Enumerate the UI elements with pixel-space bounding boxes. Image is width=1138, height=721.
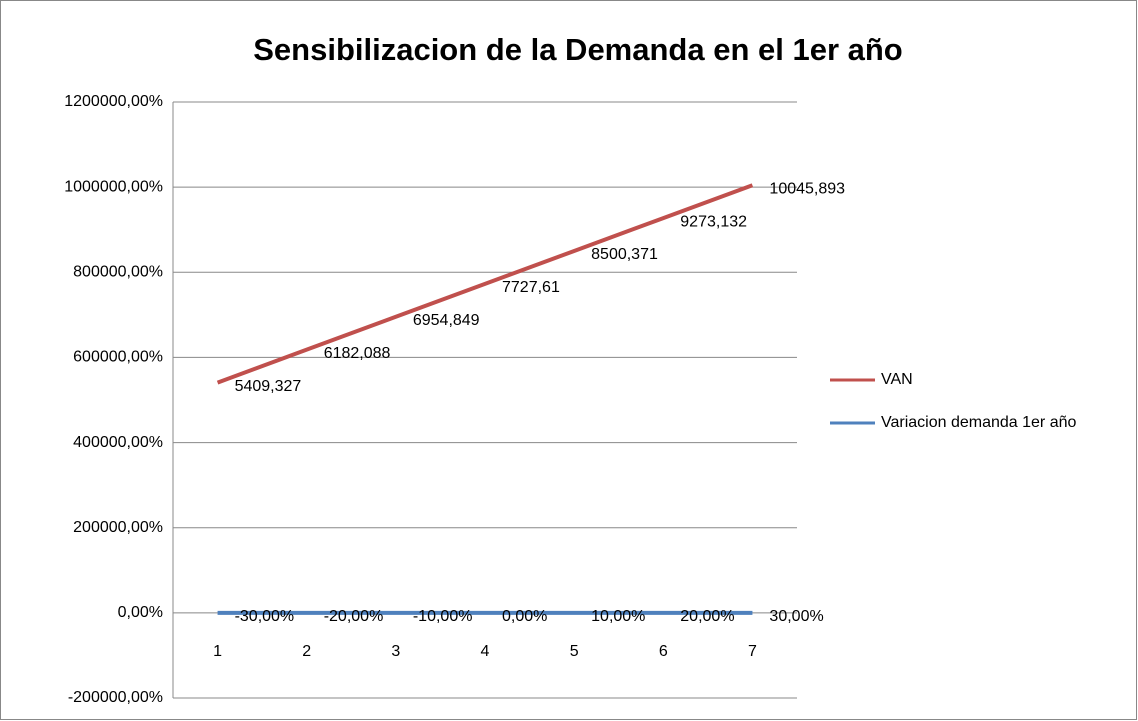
- series-line: [216, 183, 754, 385]
- x-tick-label: 7: [748, 643, 757, 660]
- data-label: 10,00%: [591, 608, 645, 625]
- data-label: 6182,088: [324, 345, 391, 362]
- data-label: 20,00%: [680, 608, 734, 625]
- data-label: 6954,849: [413, 312, 480, 329]
- legend-label: Variacion demanda 1er año: [881, 414, 1076, 431]
- data-label: 30,00%: [769, 608, 823, 625]
- x-tick-label: 3: [391, 643, 400, 660]
- x-tick-label: 4: [481, 643, 490, 660]
- data-label: 7727,61: [502, 279, 560, 296]
- x-tick-label: 2: [302, 643, 311, 660]
- y-tick-label: 600000,00%: [73, 349, 163, 366]
- data-label: 8500,371: [591, 246, 658, 263]
- data-label: 10045,893: [769, 180, 845, 197]
- x-tick-label: 5: [570, 643, 579, 660]
- data-label: 5409,327: [235, 378, 302, 395]
- data-label: 0,00%: [502, 608, 547, 625]
- y-tick-label: 800000,00%: [73, 264, 163, 281]
- y-tick-label: 1000000,00%: [64, 178, 163, 195]
- x-tick-label: 1: [213, 643, 222, 660]
- y-tick-label: 200000,00%: [73, 519, 163, 536]
- data-label: 9273,132: [680, 213, 747, 230]
- y-tick-label: 400000,00%: [73, 434, 163, 451]
- x-tick-label: 6: [659, 643, 668, 660]
- chart-title: Sensibilizacion de la Demanda en el 1er …: [253, 32, 903, 67]
- data-label: -10,00%: [413, 608, 473, 625]
- data-label: -30,00%: [235, 608, 295, 625]
- y-tick-label: -200000,00%: [68, 689, 163, 706]
- data-label: -20,00%: [324, 608, 384, 625]
- y-tick-label: 0,00%: [118, 604, 163, 621]
- legend-label: VAN: [881, 371, 913, 388]
- y-tick-label: 1200000,00%: [64, 93, 163, 110]
